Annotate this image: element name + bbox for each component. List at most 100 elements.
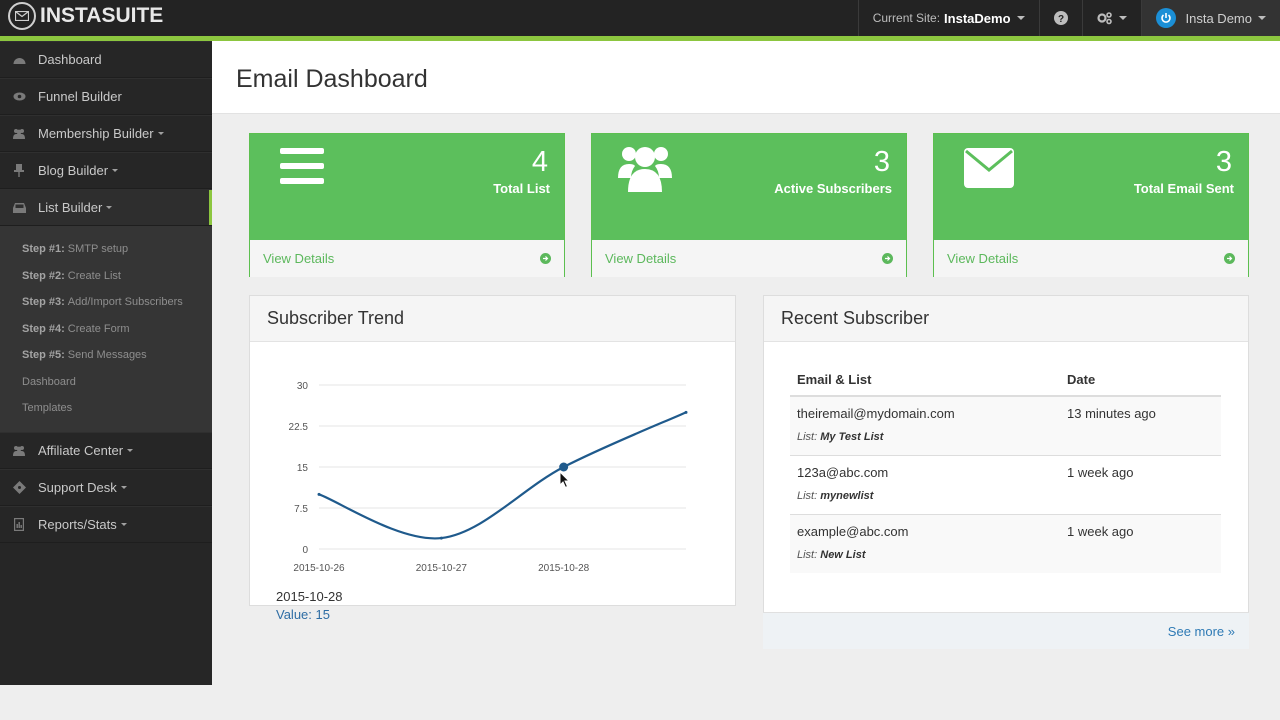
- data-point[interactable]: [439, 536, 443, 540]
- settings-button[interactable]: [1081, 0, 1141, 36]
- column-header-email-list: Email & List: [790, 364, 1060, 397]
- chevron-down-icon: [106, 206, 113, 209]
- subscriber-email: 123a@abc.com: [797, 464, 889, 480]
- app-logo[interactable]: INSTASUITE: [8, 0, 163, 32]
- chevron-down-icon: [120, 522, 127, 526]
- sidebar-item-membership-builder[interactable]: Membership Builder: [0, 115, 212, 152]
- stat-value: 3: [873, 146, 890, 178]
- data-point[interactable]: [317, 492, 321, 496]
- chevron-down-icon: [1118, 16, 1127, 20]
- chart-tooltip-value: Value: 15: [276, 607, 330, 622]
- view-details-link[interactable]: View Details: [934, 240, 1248, 277]
- subscriber-list: List: New List: [797, 548, 866, 561]
- subscriber-email: theiremail@mydomain.com: [797, 406, 955, 421]
- question-circle-icon: ?: [1053, 11, 1068, 25]
- stat-card-total-email-sent: 3 Total Email Sent View Details: [933, 133, 1249, 277]
- sidebar-item-affiliate-center[interactable]: Affiliate Center: [0, 431, 212, 469]
- list-icon: [280, 148, 324, 189]
- stat-value: 3: [1215, 146, 1232, 178]
- recent-subscriber-table: Email & List Date theiremail@mydomain.co…: [790, 364, 1221, 573]
- submenu-item-add-import-subscribers[interactable]: Step #3: Add/Import Subscribers: [22, 296, 183, 309]
- top-bar: INSTASUITE Current Site: InstaDemo ? Ins…: [0, 0, 1280, 36]
- stat-card-active-subscribers: 3 Active Subscribers View Details: [591, 133, 907, 277]
- panel-title: Subscriber Trend: [250, 296, 735, 342]
- submenu-item-dashboard[interactable]: Dashboard: [22, 375, 76, 388]
- arrow-circle-right-icon: [1224, 253, 1235, 264]
- submenu-item-create-list[interactable]: Step #2: Create List: [22, 269, 121, 282]
- chevron-down-icon: [120, 485, 127, 489]
- sidebar: Dashboard Funnel Builder Membership Buil…: [0, 41, 212, 685]
- submenu-item-send-messages[interactable]: Step #5: Send Messages: [22, 349, 147, 362]
- subscriber-date: 1 week ago: [1060, 454, 1221, 514]
- data-point[interactable]: [684, 410, 688, 414]
- chevron-down-icon: [127, 448, 134, 452]
- sidebar-item-blog-builder[interactable]: Blog Builder: [0, 152, 212, 189]
- subscriber-trend-panel: Subscriber Trend 0 7.5 15 22.5 30 2015-10-26 2…: [249, 295, 736, 606]
- ticket-icon: [12, 480, 26, 494]
- chart-tooltip-date: 2015-10-28: [276, 589, 343, 604]
- tachometer-icon: [12, 53, 26, 67]
- subscriber-trend-chart[interactable]: 0 7.5 15 22.5 30 2015-10-26 2015-10-27 2015-10-…: [250, 342, 735, 605]
- users-icon: [12, 443, 26, 457]
- y-tick-label: 0: [302, 545, 308, 556]
- submenu-item-smtp-setup[interactable]: Step #1: SMTP setup: [22, 243, 129, 256]
- arrow-circle-right-icon: [882, 253, 893, 264]
- column-header-date: Date: [1060, 364, 1221, 397]
- list-builder-submenu: Step #1: SMTP setup Step #2: Create List S…: [0, 226, 212, 432]
- help-button[interactable]: ?: [1038, 0, 1082, 36]
- submenu-item-templates[interactable]: Templates: [22, 402, 73, 415]
- y-tick-label: 7.5: [294, 504, 308, 515]
- series-line: [318, 411, 687, 540]
- stat-label: Total List: [493, 181, 550, 196]
- sidebar-item-dashboard[interactable]: Dashboard: [0, 41, 212, 78]
- logo-text: INSTASUITE: [40, 4, 164, 27]
- chevron-down-icon: [1016, 16, 1025, 20]
- chevron-down-icon: [157, 132, 164, 135]
- sidebar-item-funnel-builder[interactable]: Funnel Builder: [0, 78, 212, 115]
- x-tick-label: 2015-10-28: [538, 563, 590, 574]
- mouse-cursor-icon: [559, 471, 571, 489]
- table-row[interactable]: 123a@abc.com List: mynewlist 1 week ago: [790, 454, 1221, 514]
- subscriber-date: 1 week ago: [1060, 513, 1221, 573]
- thumbtack-icon: [12, 164, 26, 178]
- user-name: Insta Demo: [1185, 10, 1252, 26]
- logo-envelope-icon: [8, 2, 36, 30]
- users-icon: [618, 142, 672, 197]
- y-tick-label: 22.5: [289, 422, 309, 433]
- subscriber-list: List: My Test List: [797, 431, 884, 443]
- arrow-circle-right-icon: [540, 253, 551, 264]
- sidebar-item-list-builder[interactable]: List Builder: [0, 189, 212, 226]
- stat-value: 4: [531, 146, 548, 178]
- site-name: InstaDemo: [944, 10, 1011, 26]
- view-details-link[interactable]: View Details: [592, 240, 906, 277]
- data-point[interactable]: [559, 462, 569, 472]
- stat-label: Active Subscribers: [774, 181, 892, 196]
- subscriber-list: List: mynewlist: [797, 489, 874, 502]
- file-chart-icon: [12, 517, 26, 531]
- chevron-down-icon: [1258, 16, 1266, 20]
- y-tick-label: 15: [297, 463, 309, 474]
- cogs-icon: [1096, 12, 1112, 25]
- table-row[interactable]: theiremail@mydomain.com List: My Test Li…: [790, 395, 1221, 455]
- sidebar-item-reports-stats[interactable]: Reports/Stats: [0, 505, 212, 543]
- view-details-link[interactable]: View Details: [250, 240, 564, 277]
- stat-label: Total Email Sent: [1133, 181, 1234, 196]
- x-tick-label: 2015-10-26: [293, 563, 345, 574]
- sidebar-item-support-desk[interactable]: Support Desk: [0, 468, 212, 506]
- inbox-icon: [12, 201, 26, 215]
- table-row[interactable]: example@abc.com List: New List 1 week ag…: [790, 513, 1221, 573]
- submenu-item-create-form[interactable]: Step #4: Create Form: [22, 322, 130, 335]
- users-icon: [12, 127, 26, 141]
- stat-card-total-list: 4 Total List View Details: [249, 133, 565, 277]
- x-tick-label: 2015-10-27: [416, 563, 468, 574]
- svg-text:?: ?: [1057, 14, 1063, 25]
- chevron-down-icon: [112, 169, 119, 172]
- see-more-link[interactable]: See more »: [763, 612, 1249, 649]
- site-switcher[interactable]: Current Site: InstaDemo: [857, 0, 1039, 36]
- y-tick-label: 30: [297, 381, 309, 392]
- user-menu[interactable]: Insta Demo: [1140, 0, 1280, 36]
- subscriber-date: 13 minutes ago: [1060, 395, 1221, 455]
- envelope-icon: [964, 148, 1014, 193]
- subscriber-email: example@abc.com: [797, 523, 909, 539]
- accent-line: [0, 36, 1280, 41]
